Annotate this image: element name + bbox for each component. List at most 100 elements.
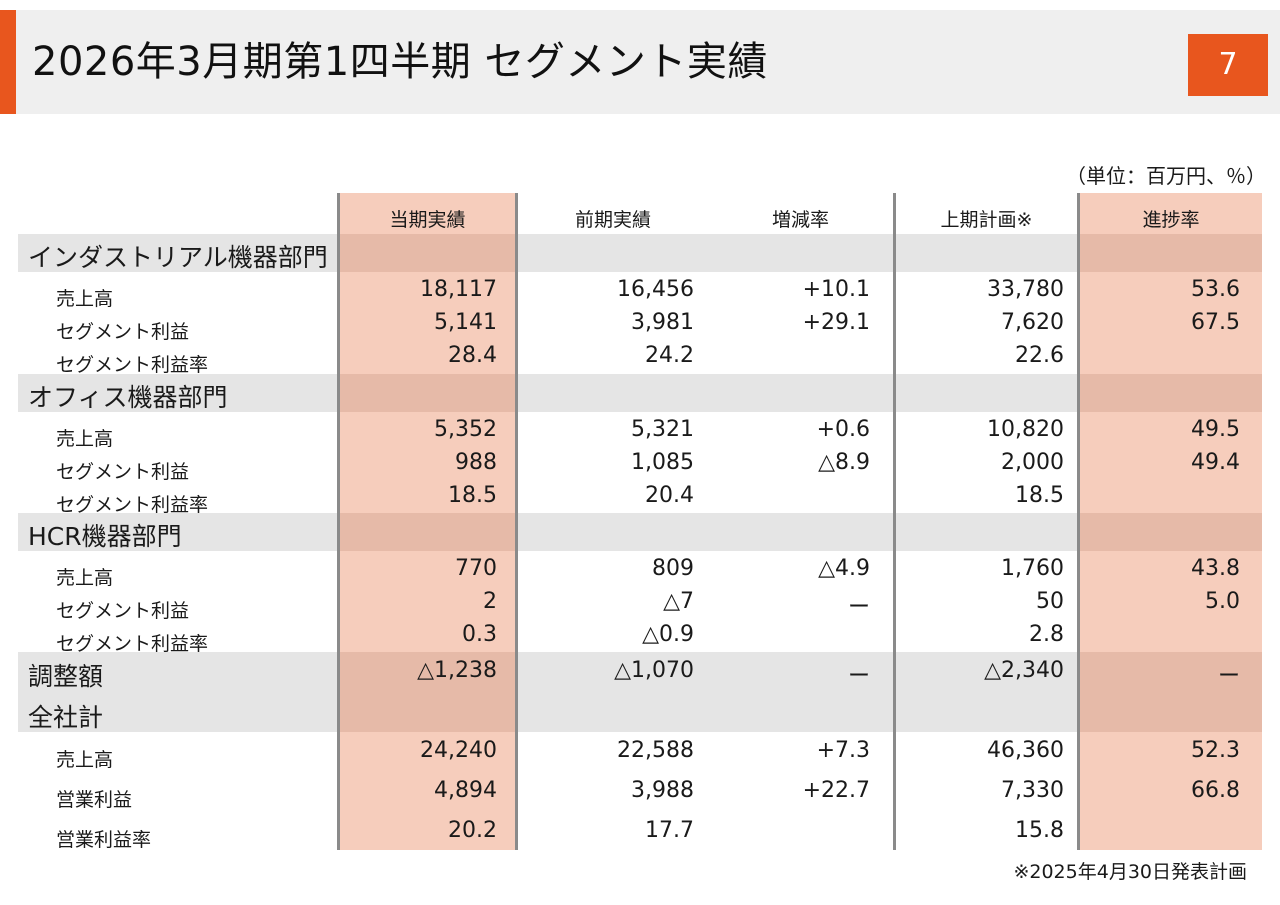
cell-plan: 1,760: [1001, 556, 1064, 581]
cell-change-rate: +0.6: [816, 417, 870, 442]
cell-plan: 33,780: [987, 277, 1064, 302]
cell-previous: 22,588: [617, 738, 694, 763]
section-band-adjustment-total: [18, 652, 1262, 732]
cell-plan: 22.6: [1015, 343, 1064, 368]
band-tint: [339, 513, 516, 551]
cell-plan: 15.8: [1015, 818, 1064, 843]
section-label-office: オフィス機器部門: [28, 383, 228, 412]
cell-current: 5,352: [434, 417, 497, 442]
band-tint: [339, 234, 516, 272]
cell-previous: 24.2: [645, 343, 694, 368]
cell-change-rate: +29.1: [802, 310, 870, 335]
column-divider: [337, 193, 340, 850]
page-title: 2026年3月期第1四半期 セグメント実績: [32, 39, 768, 85]
cell-current: 4,894: [434, 778, 497, 803]
cell-progress: 53.6: [1191, 277, 1240, 302]
section-label-total: 全社計: [28, 703, 104, 732]
cell-change-rate: +7.3: [816, 738, 870, 763]
cell-progress: 49.5: [1191, 417, 1240, 442]
column-divider: [893, 193, 896, 850]
cell-plan: △2,340: [984, 658, 1064, 683]
footnote: ※2025年4月30日発表計画: [1013, 861, 1247, 883]
band-tint: [1079, 374, 1262, 412]
cell-previous: 17.7: [645, 818, 694, 843]
section-label-hcr: HCR機器部門: [28, 522, 182, 551]
unit-note: （単位：百万円、％）: [1066, 164, 1266, 188]
cell-progress: 52.3: [1191, 738, 1240, 763]
cell-current: 24,240: [420, 738, 497, 763]
row-label: セグメント利益率: [56, 633, 209, 655]
column-header-change-rate: 増減率: [771, 209, 829, 231]
cell-plan: 50: [1036, 589, 1064, 614]
cell-current: △1,238: [417, 658, 497, 683]
cell-previous: △1,070: [614, 658, 694, 683]
cell-current: 18.5: [448, 483, 497, 508]
row-label: セグメント利益: [56, 600, 190, 622]
cell-current: 988: [455, 450, 497, 475]
cell-plan: 2.8: [1029, 622, 1064, 647]
band-tint: [339, 374, 516, 412]
cell-plan: 46,360: [987, 738, 1064, 763]
cell-previous: 5,321: [631, 417, 694, 442]
band-tint: [1079, 234, 1262, 272]
section-label-adjustment: 調整額: [28, 662, 104, 691]
cell-change-rate: +10.1: [802, 277, 870, 302]
cell-change-rate: ー: [847, 595, 870, 620]
row-label: セグメント利益: [56, 321, 190, 343]
cell-change-rate: △4.9: [818, 556, 870, 581]
slide-header: 2026年3月期第1四半期 セグメント実績 7: [0, 10, 1280, 114]
header-accent-bar: [0, 10, 16, 114]
cell-progress: 43.8: [1191, 556, 1240, 581]
cell-current: 0.3: [462, 622, 497, 647]
cell-plan: 7,330: [1001, 778, 1064, 803]
band-tint: [1079, 652, 1262, 732]
column-header-plan: 上期計画※: [940, 209, 1033, 231]
section-label-industrial: インダストリアル機器部門: [28, 243, 328, 272]
cell-progress: 67.5: [1191, 310, 1240, 335]
row-label: 売上高: [56, 288, 114, 310]
cell-previous: 16,456: [617, 277, 694, 302]
cell-plan: 10,820: [987, 417, 1064, 442]
cell-current: 20.2: [448, 818, 497, 843]
row-label: 営業利益率: [56, 829, 152, 851]
row-label: セグメント利益: [56, 461, 190, 483]
row-label: セグメント利益率: [56, 494, 209, 516]
cell-previous: 809: [652, 556, 694, 581]
row-label: 売上高: [56, 749, 114, 771]
cell-progress: 49.4: [1191, 450, 1240, 475]
cell-previous: 20.4: [645, 483, 694, 508]
cell-change-rate: △8.9: [818, 450, 870, 475]
row-label: 営業利益: [56, 789, 133, 811]
column-header-progress: 進捗率: [1142, 209, 1200, 231]
column-divider: [515, 193, 518, 850]
cell-previous: 1,085: [631, 450, 694, 475]
cell-change-rate: ー: [847, 664, 870, 689]
row-label: 売上高: [56, 428, 114, 450]
section-band-industrial: [18, 234, 1262, 272]
band-tint: [1079, 513, 1262, 551]
cell-current: 18,117: [420, 277, 497, 302]
column-divider: [1077, 193, 1080, 850]
cell-previous: 3,981: [631, 310, 694, 335]
cell-current: 5,141: [434, 310, 497, 335]
cell-progress: 66.8: [1191, 778, 1240, 803]
cell-current: 28.4: [448, 343, 497, 368]
column-header-current: 当期実績: [389, 209, 466, 231]
page-number: 7: [1188, 34, 1268, 96]
cell-progress: ー: [1217, 664, 1240, 689]
cell-previous: △7: [663, 589, 694, 614]
cell-plan: 2,000: [1001, 450, 1064, 475]
band-tint: [339, 652, 516, 732]
cell-previous: 3,988: [631, 778, 694, 803]
section-band-hcr: [18, 513, 1262, 551]
cell-plan: 7,620: [1001, 310, 1064, 335]
section-band-office: [18, 374, 1262, 412]
row-label: 売上高: [56, 567, 114, 589]
cell-change-rate: +22.7: [802, 778, 870, 803]
cell-current: 2: [483, 589, 497, 614]
column-header-previous: 前期実績: [574, 209, 651, 231]
cell-previous: △0.9: [642, 622, 694, 647]
cell-progress: 5.0: [1205, 589, 1240, 614]
cell-current: 770: [455, 556, 497, 581]
cell-plan: 18.5: [1015, 483, 1064, 508]
